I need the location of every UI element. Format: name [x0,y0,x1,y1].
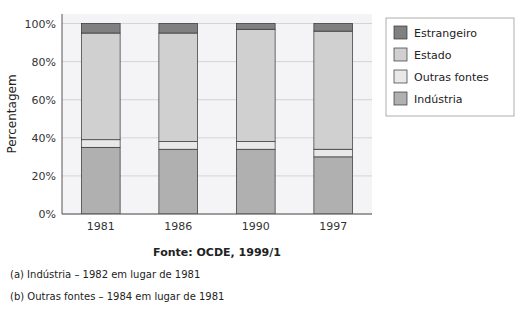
legend-swatch [394,48,407,61]
bar-segment [314,149,353,157]
source-note: Fonte: OCDE, 1999/1 [153,246,281,259]
legend-swatch [394,92,407,105]
x-tick-label: 1990 [242,220,270,233]
bar-segment [159,33,198,142]
x-tick-label: 1997 [319,220,347,233]
bar-segment [314,157,353,214]
bar-segment [159,149,198,214]
bar-segment [236,29,275,141]
bar-segment [159,24,198,34]
bar-segment [81,140,120,148]
bar-segment [236,149,275,214]
footnote: (b) Outras fontes – 1984 em lugar de 198… [10,291,224,302]
bar-segment [159,142,198,150]
legend-swatch [394,26,407,39]
y-tick-label: 100% [25,18,56,31]
y-tick-label: 40% [32,132,56,145]
x-tick-label: 1981 [87,220,115,233]
legend: Estrangeiro Estado Outras fontes Indústria [386,18,514,116]
legend-label: Indústria [414,93,463,106]
y-tick-label: 80% [32,56,56,69]
bar-segment [314,31,353,149]
chart: 0% 20% 40% 60% 80% 100% Percentagem 1981 1986 199… [0,0,522,322]
footnote: (a) Indústria – 1982 em lugar de 1981 [10,269,200,280]
bar-segment [314,24,353,32]
legend-box [386,18,514,116]
plot-area [62,14,372,214]
legend-label: Outras fontes [414,71,489,84]
y-tick-label: 60% [32,94,56,107]
y-axis-label: Percentagem [5,74,19,153]
legend-label: Estrangeiro [414,27,477,40]
bars [81,24,352,214]
y-tick-label: 0% [39,208,56,221]
y-axis-line [62,14,63,214]
x-axis-line [62,214,372,215]
x-tick-label: 1986 [164,220,192,233]
y-tick-label: 20% [32,170,56,183]
grid-line [62,214,372,215]
bar-segment [81,147,120,214]
bar-segment [81,24,120,34]
bar-segment [81,33,120,140]
legend-label: Estado [414,49,452,62]
legend-swatch [394,70,407,83]
bar-segment [236,24,275,30]
bar-segment [236,142,275,150]
